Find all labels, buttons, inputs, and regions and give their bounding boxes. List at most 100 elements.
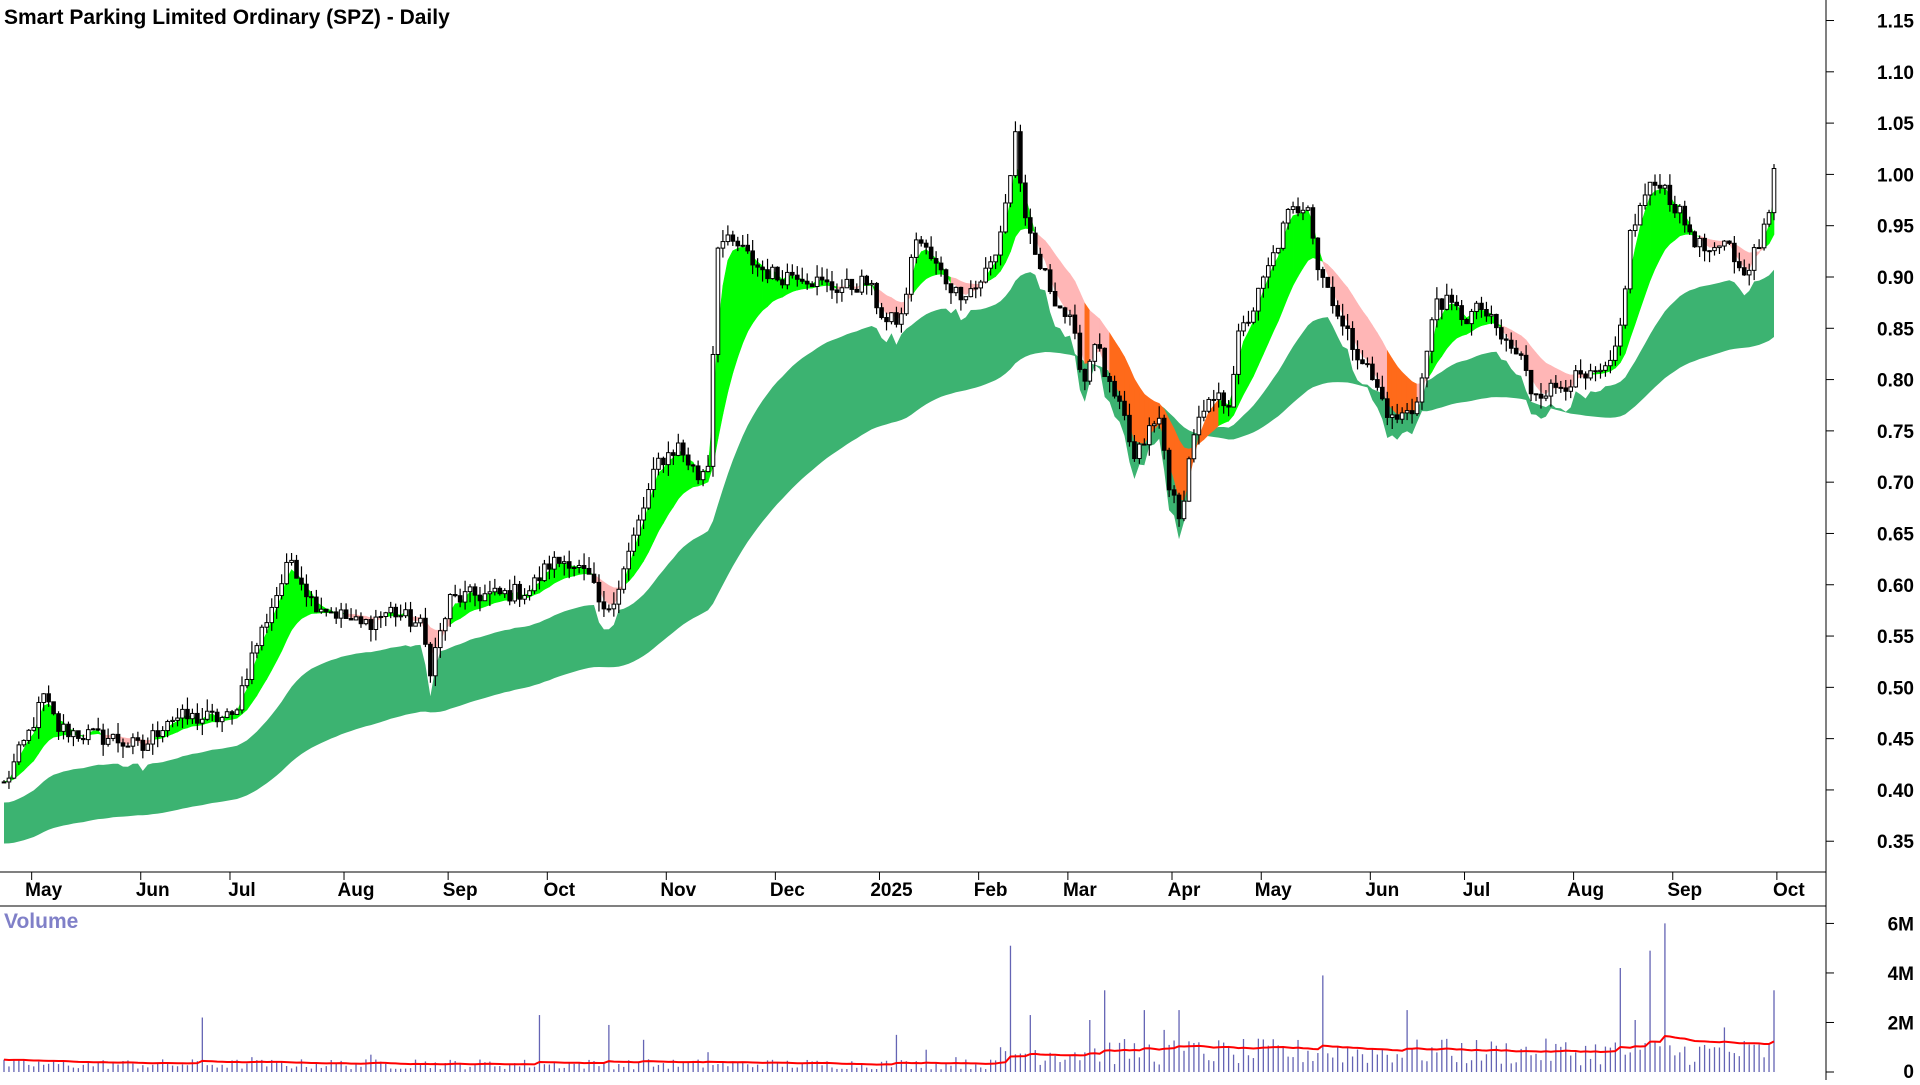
candle-body (457, 595, 463, 603)
candle-body (1697, 237, 1702, 248)
candle-body (1533, 393, 1539, 396)
candle-body (1107, 376, 1112, 382)
short-band-segment (727, 250, 734, 392)
candle-body (720, 241, 726, 249)
candle-body (819, 276, 825, 281)
candle-body (775, 266, 780, 281)
candle-body (170, 719, 175, 722)
candle-body (105, 737, 111, 745)
time-tick-label: Mar (1063, 880, 1097, 901)
short-band-segment (1357, 302, 1363, 357)
candle-body (1479, 302, 1484, 310)
candle-body (200, 718, 205, 724)
candle-body (532, 577, 537, 592)
candle-body (790, 271, 795, 276)
candle-body (1003, 202, 1008, 233)
candle-body (566, 561, 572, 569)
candle-body (1315, 237, 1321, 271)
candle-body (1707, 250, 1712, 253)
short-band-segment (658, 468, 664, 533)
candle-body (834, 289, 840, 293)
candle-body (333, 611, 339, 619)
candle-body (1484, 308, 1489, 317)
candle-body (804, 280, 810, 285)
candle-body (249, 652, 255, 680)
candle-body (1092, 344, 1098, 362)
candle-body (1211, 398, 1217, 401)
candle-body (477, 594, 483, 602)
candle-body (576, 565, 582, 569)
candle-body (502, 590, 508, 595)
time-tick-label: Apr (1168, 880, 1201, 901)
candle-body (155, 730, 160, 737)
candle-body (1023, 182, 1028, 219)
short-band-segment (1709, 239, 1715, 248)
price-tick-label: 0.75 (1877, 422, 1914, 443)
price-tick-label: 1.00 (1877, 165, 1914, 186)
candle-body (765, 269, 770, 280)
time-tick-label: Jul (1463, 880, 1490, 901)
candle-body (51, 701, 56, 715)
candle-body (1062, 307, 1068, 317)
short-band-segment (737, 246, 744, 358)
candle-body (219, 716, 225, 723)
candle-body (1627, 230, 1633, 290)
candle-body (1399, 412, 1405, 420)
candle-body (909, 256, 914, 295)
candle-body (745, 244, 750, 252)
candle-body (1449, 294, 1455, 303)
candle-body (829, 281, 835, 291)
candle-body (408, 609, 413, 627)
candle-body (140, 739, 146, 751)
candle-body (120, 742, 126, 747)
candle-body (1538, 393, 1544, 399)
candle-body (1692, 231, 1697, 248)
short-band-segment (742, 246, 748, 344)
candle-body (1657, 184, 1663, 189)
short-term-ma-band (3, 164, 1775, 783)
volume-label: Volume (4, 910, 78, 933)
short-band-segment (663, 459, 669, 525)
long-band-area (4, 269, 1774, 844)
candle-body (185, 708, 190, 720)
candle-body (849, 278, 855, 290)
price-tick-label: 0.40 (1877, 781, 1914, 802)
candle-body (666, 452, 671, 466)
candle-body (1151, 423, 1157, 427)
candle-body (958, 286, 964, 301)
candle-body (621, 568, 627, 590)
time-tick-label: Oct (1773, 880, 1805, 901)
candle-body (373, 616, 379, 631)
time-tick-label: Jun (136, 880, 170, 901)
candle-body (274, 595, 279, 608)
candle-body (234, 709, 240, 715)
short-band-segment (1367, 316, 1373, 370)
candle-body (581, 565, 587, 569)
candle-body (1741, 267, 1747, 276)
time-tick-label: Feb (974, 880, 1008, 901)
candle-body (378, 615, 384, 618)
candle-body (1261, 276, 1266, 289)
short-band-segment (920, 249, 927, 284)
candle-body (1355, 348, 1360, 361)
candle-body (844, 278, 850, 289)
candle-body (933, 258, 939, 264)
candle-body (1251, 310, 1256, 323)
candle-body (968, 288, 974, 298)
price-tick-label: 0.70 (1877, 473, 1914, 494)
candle-body (918, 239, 924, 244)
short-band-segment (1540, 357, 1547, 395)
candle-body (735, 240, 741, 247)
candle-body (928, 246, 934, 260)
candle-body (304, 583, 309, 598)
candle-body (869, 282, 874, 286)
price-tick-label: 0.45 (1877, 730, 1914, 751)
time-tick-label: Oct (543, 880, 575, 901)
candle-body (1365, 363, 1370, 366)
short-band-segment (668, 457, 674, 516)
candle-body (1603, 365, 1608, 371)
candle-body (755, 264, 760, 268)
short-band-segment (1535, 351, 1542, 393)
candle-body (1310, 207, 1316, 239)
